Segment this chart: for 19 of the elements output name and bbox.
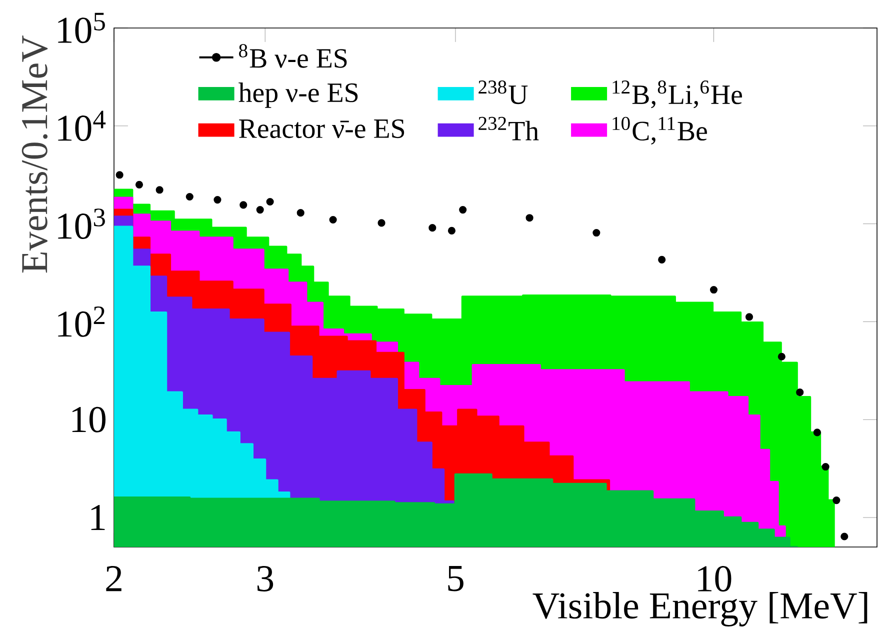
- legend-label: $^{10}$C,$^{11}$Be: [612, 116, 707, 145]
- y-axis-title: Events/0.1MeV: [22, 35, 48, 273]
- y-tick-label: 10$^{5}$: [58, 12, 105, 44]
- x-tick-label: 2: [106, 566, 122, 592]
- x-axis-title: Visible Energy [MeV]: [532, 592, 868, 626]
- legend-label: $^{8}$B ν-e ES: [239, 44, 347, 68]
- legend-label: Reactor ν̄-e ES: [239, 119, 404, 138]
- y-tick-label: 10$^{3}$: [58, 208, 105, 240]
- legend-label: $^{12}$B,$^{8}$Li,$^{6}$He: [612, 80, 742, 108]
- legend-label: hep ν-e ES: [238, 82, 358, 108]
- x-tick-label: 10: [698, 566, 732, 592]
- x-tick-label: 3: [257, 566, 274, 592]
- y-tick-label: 10: [72, 406, 106, 432]
- y-tick-label: 1: [91, 505, 105, 530]
- x-tick-label: 5: [448, 566, 464, 592]
- legend-label: $^{232}$Th: [478, 116, 539, 140]
- y-tick-label: 10$^{2}$: [58, 306, 104, 337]
- legend-label: $^{238}$U: [478, 80, 528, 104]
- y-tick-label: 10$^{4}$: [58, 110, 106, 142]
